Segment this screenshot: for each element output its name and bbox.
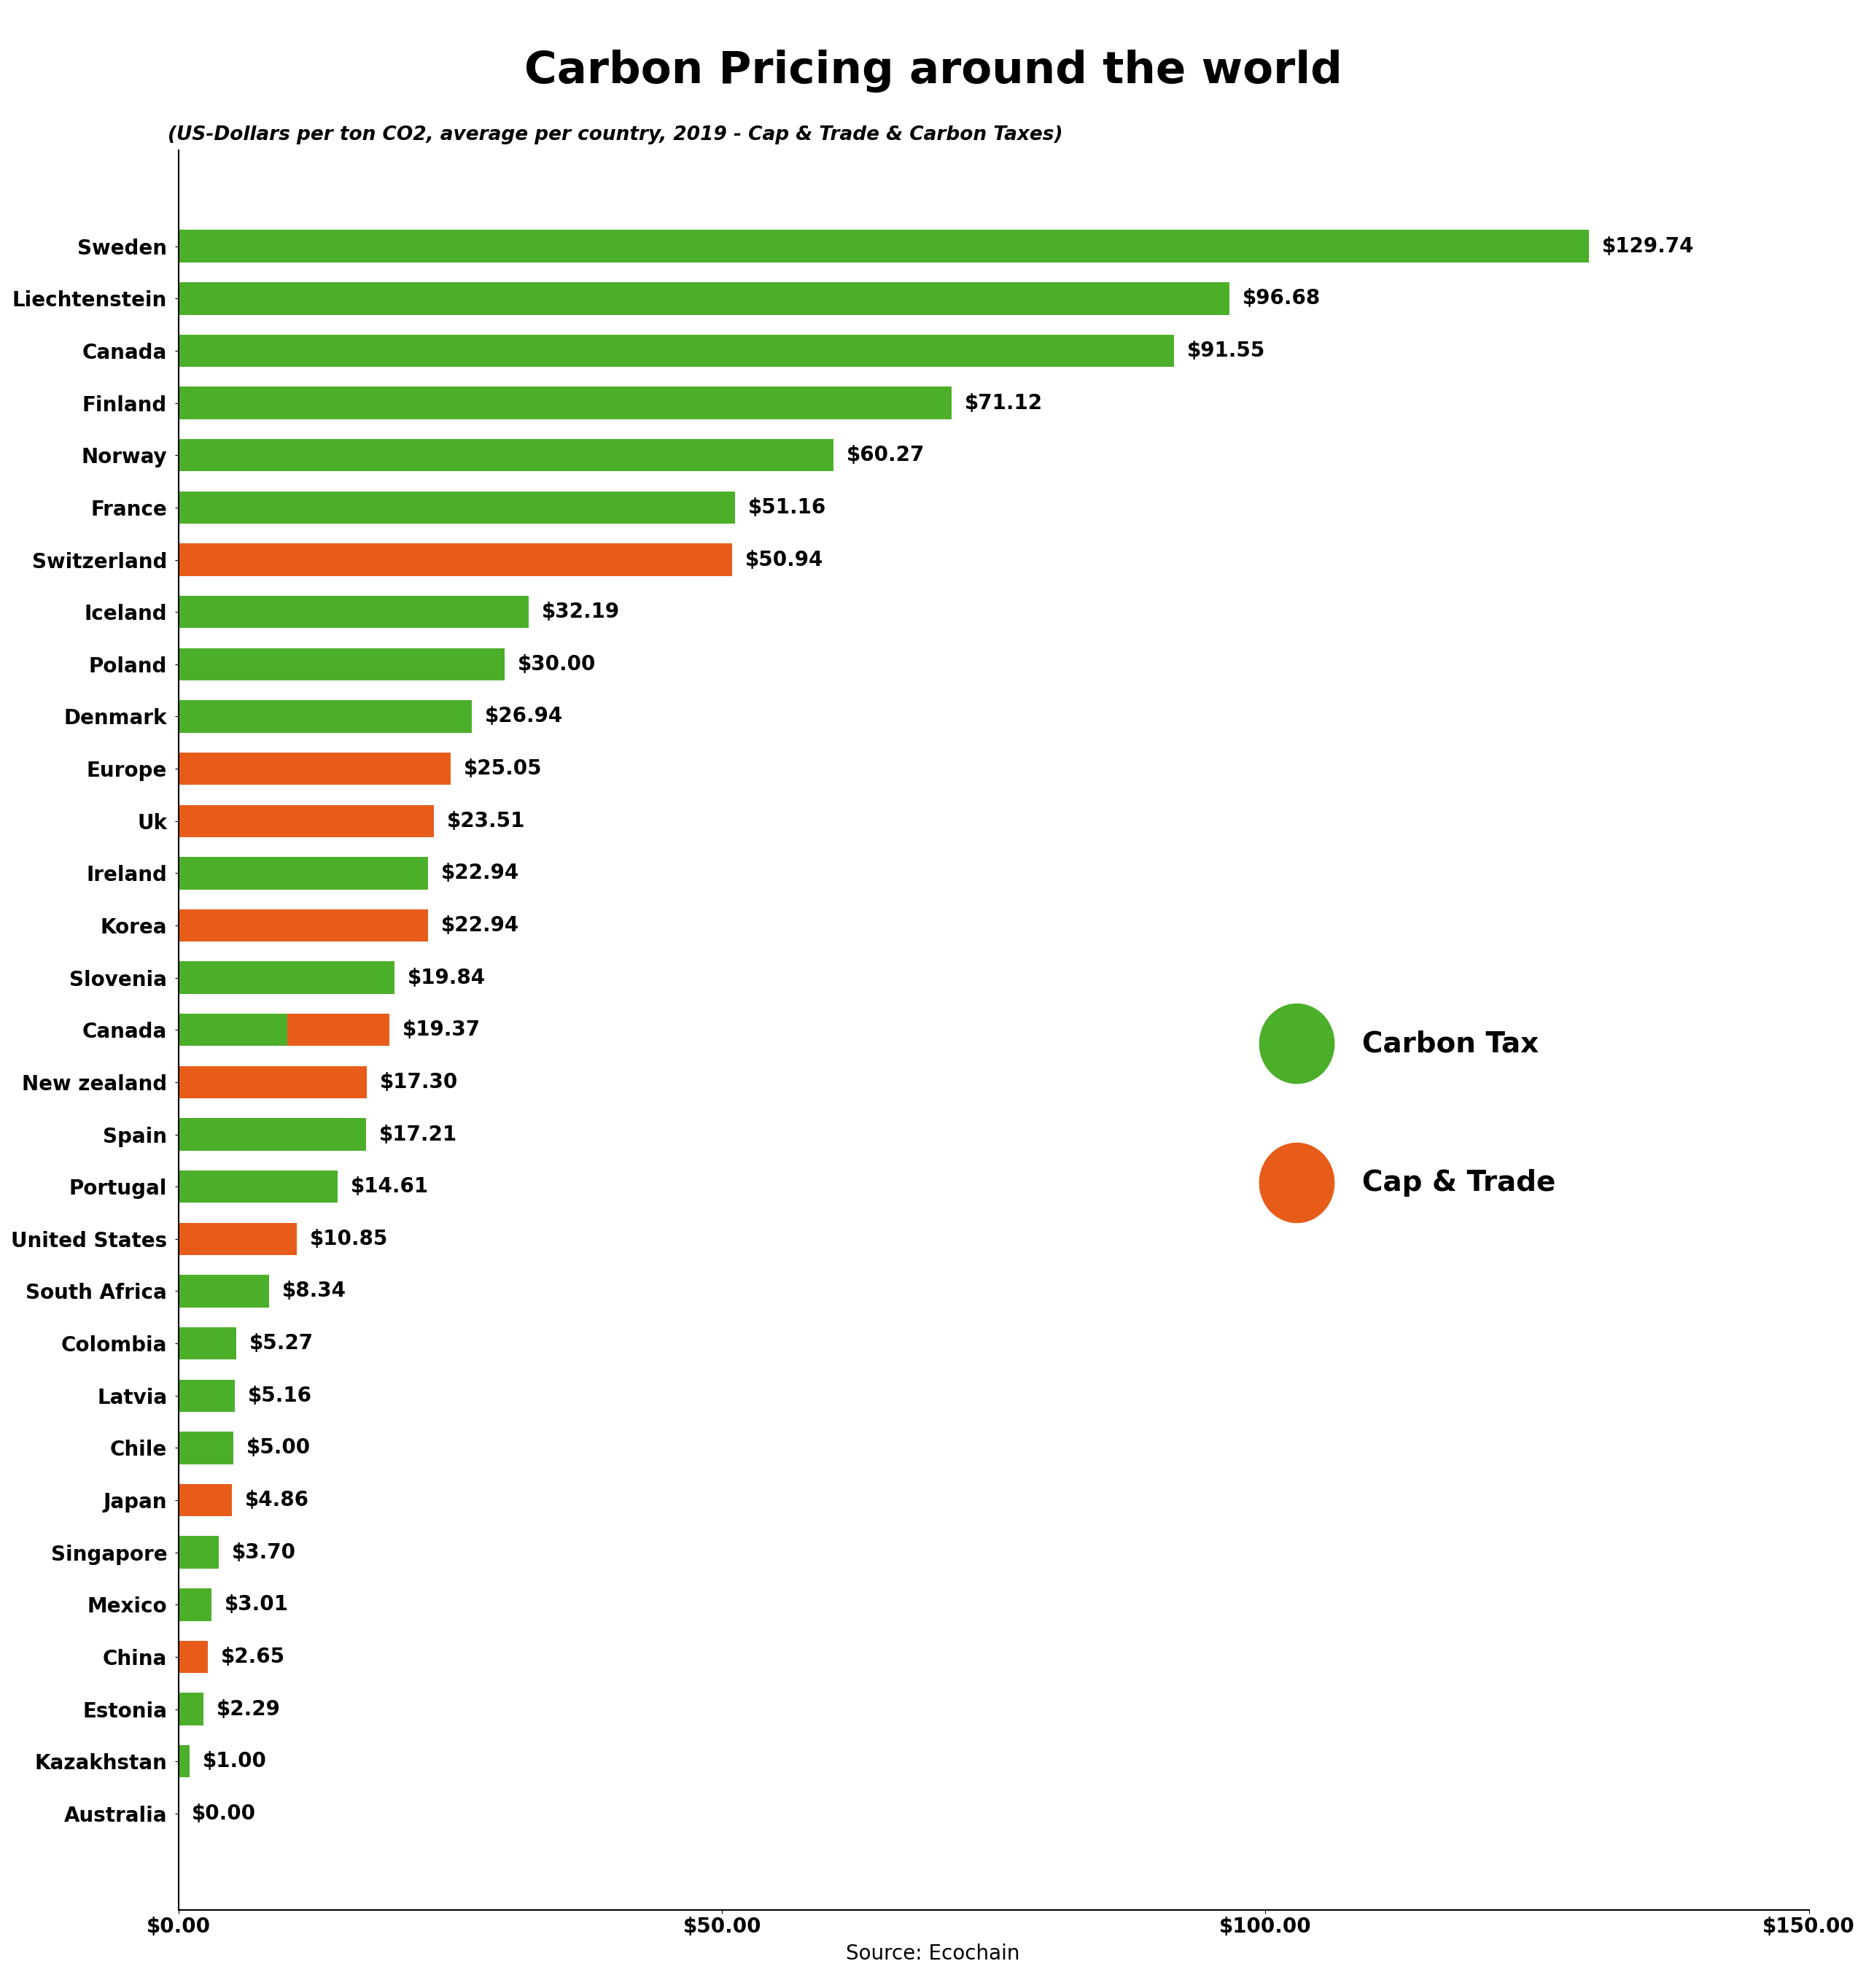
- Bar: [179, 439, 834, 471]
- Bar: [179, 334, 1174, 368]
- Text: $22.94: $22.94: [440, 863, 519, 883]
- Bar: [179, 962, 394, 994]
- Text: $71.12: $71.12: [965, 394, 1043, 414]
- Text: $2.65: $2.65: [220, 1646, 285, 1668]
- Text: $3.01: $3.01: [224, 1594, 289, 1614]
- Bar: [179, 1640, 207, 1674]
- Text: $96.68: $96.68: [1243, 288, 1321, 308]
- Bar: [179, 1431, 233, 1463]
- Bar: [179, 1380, 235, 1411]
- Bar: [179, 1537, 218, 1569]
- Bar: [179, 1483, 231, 1517]
- Bar: [179, 1274, 269, 1308]
- Bar: [179, 231, 1588, 262]
- Bar: [179, 1171, 338, 1203]
- Bar: [287, 1014, 390, 1046]
- Bar: [179, 857, 427, 889]
- Text: $25.05: $25.05: [465, 759, 543, 779]
- Text: $8.34: $8.34: [282, 1280, 347, 1302]
- Bar: [179, 1694, 203, 1726]
- Bar: [179, 543, 731, 577]
- Bar: [179, 1223, 297, 1254]
- Text: $5.16: $5.16: [248, 1386, 312, 1406]
- Text: Cap & Trade: Cap & Trade: [1362, 1169, 1556, 1197]
- Bar: [179, 909, 427, 942]
- Text: $5.00: $5.00: [246, 1437, 310, 1457]
- Text: $3.70: $3.70: [231, 1543, 297, 1563]
- Text: $60.27: $60.27: [847, 445, 926, 465]
- Text: $17.21: $17.21: [379, 1125, 457, 1145]
- Bar: [179, 1066, 368, 1099]
- Text: $5.27: $5.27: [248, 1334, 313, 1354]
- Bar: [179, 491, 735, 523]
- Text: $91.55: $91.55: [1187, 340, 1265, 362]
- Text: $22.94: $22.94: [440, 914, 519, 936]
- Text: Carbon Tax: Carbon Tax: [1362, 1030, 1539, 1058]
- Text: $129.74: $129.74: [1601, 237, 1694, 256]
- Text: $4.86: $4.86: [244, 1489, 308, 1511]
- Text: $14.61: $14.61: [351, 1177, 429, 1197]
- Bar: [179, 700, 472, 734]
- Text: (US-Dollars per ton CO2, average per country, 2019 - Cap & Trade & Carbon Taxes): (US-Dollars per ton CO2, average per cou…: [168, 125, 1064, 145]
- Text: $17.30: $17.30: [381, 1072, 457, 1091]
- Bar: [179, 753, 452, 785]
- Bar: [179, 1117, 366, 1151]
- Text: $50.94: $50.94: [745, 549, 823, 571]
- Text: $32.19: $32.19: [541, 602, 620, 622]
- Text: $19.37: $19.37: [403, 1020, 480, 1040]
- Text: $2.29: $2.29: [216, 1700, 280, 1720]
- Bar: [179, 1745, 190, 1777]
- Text: $23.51: $23.51: [448, 811, 526, 831]
- Text: Source: Ecochain: Source: Ecochain: [845, 1944, 1021, 1964]
- Bar: [179, 1588, 211, 1620]
- Text: Carbon Pricing around the world: Carbon Pricing around the world: [524, 50, 1342, 93]
- Bar: [179, 805, 435, 837]
- Text: $10.85: $10.85: [310, 1229, 388, 1248]
- Bar: [179, 648, 504, 680]
- Bar: [179, 596, 528, 628]
- Bar: [179, 388, 952, 419]
- Text: $0.00: $0.00: [192, 1803, 256, 1823]
- Text: $26.94: $26.94: [485, 706, 564, 728]
- Text: $1.00: $1.00: [203, 1751, 267, 1771]
- Bar: [179, 1014, 287, 1046]
- Bar: [179, 1328, 235, 1360]
- Text: $51.16: $51.16: [748, 497, 827, 517]
- Bar: [179, 282, 1230, 314]
- Text: $30.00: $30.00: [517, 654, 595, 674]
- Text: $19.84: $19.84: [407, 968, 485, 988]
